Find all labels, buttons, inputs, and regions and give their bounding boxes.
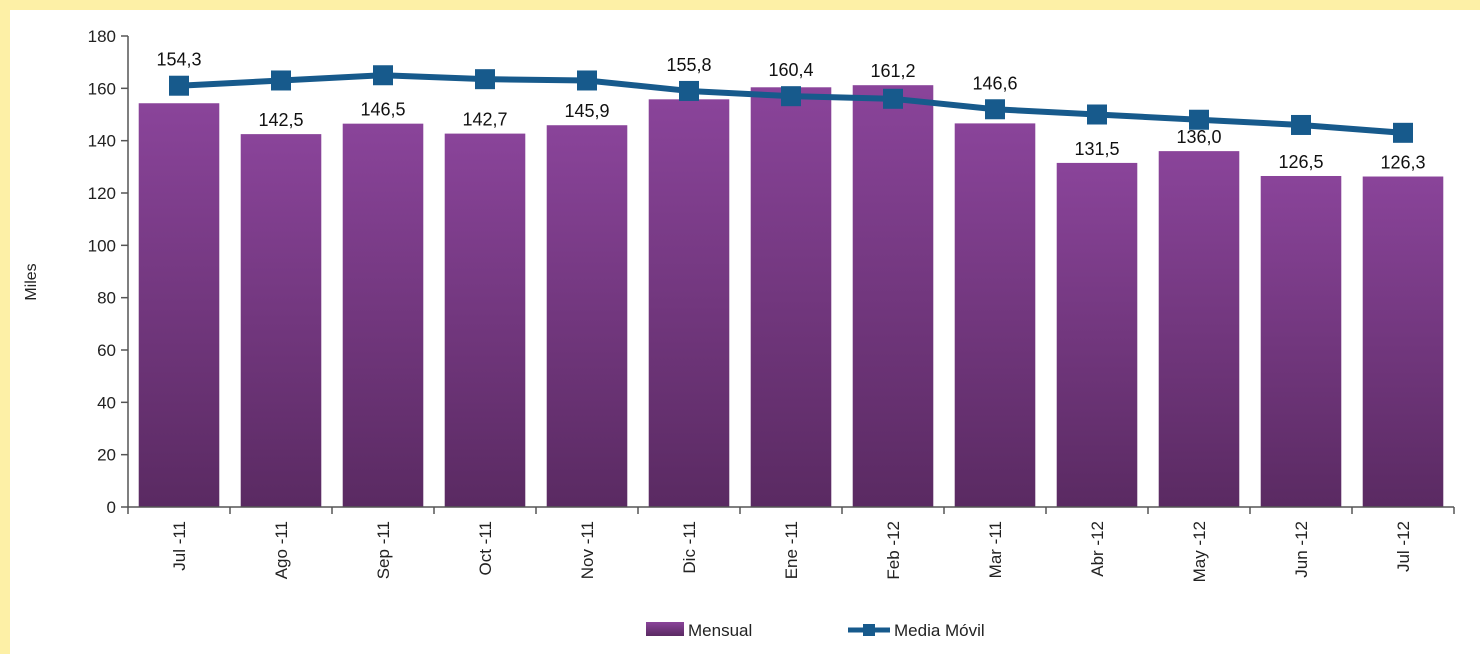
bar (445, 134, 526, 507)
data-label: 145,9 (564, 101, 609, 121)
line-marker (985, 99, 1005, 119)
y-tick-label: 40 (97, 393, 116, 412)
x-tick-label: Dic -11 (680, 521, 699, 574)
bar (1159, 151, 1240, 507)
legend-label-media-movil: Media Móvil (894, 621, 985, 640)
data-label: 154,3 (156, 50, 201, 70)
y-tick-label: 140 (88, 132, 116, 151)
x-axis: Jul -11 Ago -11 Sep -11 Oct -11 Nov -11 Dic -… (128, 507, 1454, 582)
legend-marker-media-movil (863, 624, 875, 636)
bar-series (139, 85, 1444, 507)
data-label: 142,7 (462, 110, 507, 130)
bar (343, 124, 424, 507)
line-marker (373, 65, 393, 85)
y-tick-label: 0 (107, 498, 116, 517)
y-tick-label: 100 (88, 236, 116, 255)
bar (751, 87, 832, 507)
legend-swatch-mensual (646, 622, 684, 636)
chart-frame: 0 20 40 60 80 100 120 140 160 180 Jul -11 Ago -11 S… (10, 10, 1480, 654)
x-tick-label: Nov -11 (578, 521, 597, 579)
data-label: 142,5 (258, 110, 303, 130)
x-tick-label: Jun -12 (1292, 521, 1311, 578)
line-marker (169, 76, 189, 96)
bar (955, 123, 1036, 507)
line-marker (883, 89, 903, 109)
x-tick-label: May -12 (1190, 521, 1209, 582)
line-marker (1087, 105, 1107, 125)
data-label: 126,3 (1380, 153, 1425, 173)
data-label: 146,6 (972, 73, 1017, 93)
data-label: 146,5 (360, 100, 405, 120)
x-tick-label: Mar -11 (986, 521, 1005, 578)
line-marker (475, 69, 495, 89)
bar (649, 99, 730, 507)
line-marker (781, 86, 801, 106)
line-marker (1291, 115, 1311, 135)
x-tick-label: Sep -11 (374, 521, 393, 579)
bar (547, 125, 628, 507)
bar (1057, 163, 1138, 507)
legend-label-mensual: Mensual (688, 621, 752, 640)
bar (1363, 177, 1444, 507)
line-marker (271, 70, 291, 90)
data-label: 131,5 (1074, 139, 1119, 159)
y-tick-label: 160 (88, 79, 116, 98)
x-tick-label: Jul -11 (170, 521, 189, 571)
data-label: 161,2 (870, 61, 915, 81)
x-tick-label: Abr -12 (1088, 521, 1107, 577)
y-tick-label: 120 (88, 184, 116, 203)
x-tick-label: Jul -12 (1394, 521, 1413, 572)
legend: Mensual Media Móvil (646, 621, 985, 640)
line-marker (577, 70, 597, 90)
x-tick-label: Oct -11 (476, 521, 495, 575)
line-marker (1393, 123, 1413, 143)
bar (853, 85, 934, 507)
data-label: 126,5 (1278, 152, 1323, 172)
x-tick-label: Ago -11 (272, 521, 291, 579)
x-tick-label: Feb -12 (884, 521, 903, 580)
line-marker (679, 81, 699, 101)
y-axis-label: Miles (23, 263, 40, 300)
bar (139, 103, 220, 507)
y-tick-label: 180 (88, 27, 116, 46)
y-tick-label: 80 (97, 289, 116, 308)
bar (241, 134, 322, 507)
y-tick-label: 60 (97, 341, 116, 360)
x-tick-label: Ene -11 (782, 521, 801, 579)
data-label: 160,4 (768, 60, 813, 80)
data-label: 155,8 (666, 55, 711, 75)
chart: 0 20 40 60 80 100 120 140 160 180 Jul -11 Ago -11 S… (10, 10, 1480, 654)
y-tick-label: 20 (97, 446, 116, 465)
y-axis: 0 20 40 60 80 100 120 140 160 180 (88, 27, 128, 517)
bar (1261, 176, 1342, 507)
data-label: 136,0 (1176, 127, 1221, 147)
